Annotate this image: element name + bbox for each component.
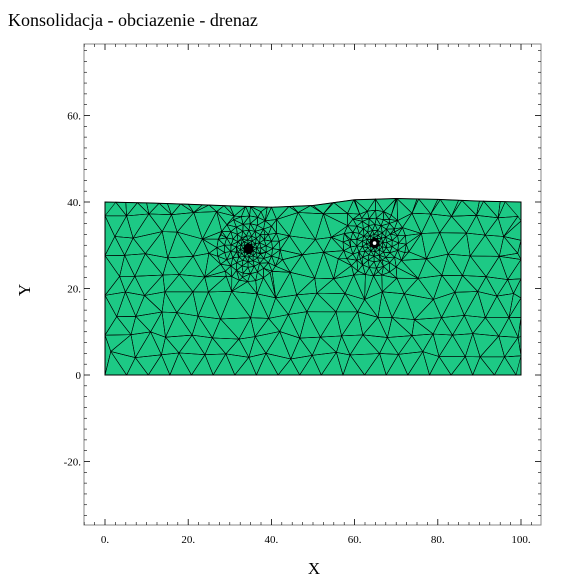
chart-title: Konsolidacja - obciazenie - drenaz [8,10,258,30]
y-tick-label: 20. [67,284,81,296]
domain-fill [105,198,521,375]
mesh-element [249,205,259,218]
mesh-element [263,267,271,279]
mesh-element [382,210,392,220]
mesh-layer [104,197,522,376]
mesh-element [240,215,251,225]
mesh-element [259,233,265,244]
mesh-element [397,243,407,253]
y-tick-label: 60. [67,111,81,123]
mesh-element [263,220,273,230]
x-tick-label: 40. [265,534,279,546]
mesh-element [208,253,221,265]
mesh-element [243,239,249,245]
x-tick-label: 20. [181,534,195,546]
x-tick-label: 100. [511,534,531,546]
refinement-node-center [372,241,377,245]
mesh-element [347,218,358,227]
mesh-element [394,256,402,268]
y-axis-label: Y [15,284,34,296]
mesh-element [364,267,374,277]
mesh-element [271,232,280,242]
refinement-node [243,243,254,254]
mesh-element [375,209,385,219]
mesh-element [397,226,406,236]
mesh-element [242,266,251,275]
mesh-element [224,265,233,278]
mesh-element [342,241,352,252]
ticks-layer: 0. 20. 40. 60. 80. 100. -20. 0 20. 40. 60. [64,44,541,546]
x-tick-label: 60. [348,534,362,546]
mesh-element [240,241,246,246]
x-tick-label: 0. [101,534,110,546]
mesh-element [259,262,270,269]
mesh-element [354,199,368,215]
mesh-element [204,263,226,278]
mesh-element [373,274,383,292]
x-tick-label: 80. [431,534,445,546]
mesh-element [216,238,226,249]
mesh-element [247,273,257,282]
mesh-element [351,259,359,272]
mesh-element [267,225,277,235]
mesh-element [231,269,240,281]
mesh-element [398,234,407,245]
mesh-element [343,225,354,234]
y-tick-label: 40. [67,197,81,209]
mesh-element [238,276,249,283]
domain-outline [104,197,522,376]
mesh-element [221,224,232,232]
y-tick-label: 0 [76,370,82,382]
x-axis-label: X [308,559,320,578]
plot-frame [83,43,542,526]
mesh-element [257,211,266,222]
mesh-element [255,271,264,282]
mesh-element [226,219,237,228]
mesh-element [272,240,281,251]
y-tick-label: -20. [64,457,82,469]
mesh-element [352,213,363,220]
mesh-element [389,266,398,279]
mesh-element [357,264,366,276]
mesh-element [393,220,403,230]
mesh-element [270,249,281,259]
